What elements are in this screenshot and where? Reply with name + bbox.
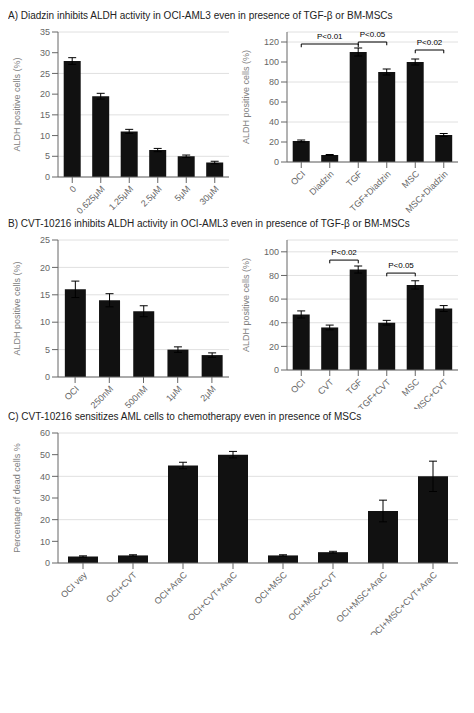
svg-text:0: 0 — [274, 157, 279, 167]
svg-text:40: 40 — [269, 117, 279, 127]
svg-text:20: 20 — [269, 137, 279, 147]
svg-text:2.5μM: 2.5μM — [139, 184, 164, 209]
svg-text:40: 40 — [40, 472, 50, 482]
svg-text:MSC+Diadzin: MSC+Diadzin — [404, 169, 450, 215]
svg-text:P<0.02: P<0.02 — [417, 38, 443, 47]
html-text:C) CVT-10216 sensitizes AML ce: C) CVT-10216 sensitizes AML cells to che… — [8, 411, 362, 422]
svg-text:30: 30 — [40, 493, 50, 503]
svg-text:0: 0 — [45, 558, 50, 568]
svg-text:OCI: OCI — [289, 377, 307, 395]
svg-text:30μM: 30μM — [198, 184, 221, 207]
svg-text:500nM: 500nM — [123, 384, 150, 409]
svg-text:MSC: MSC — [400, 169, 422, 191]
svg-text:TGF+CVT: TGF+CVT — [356, 377, 393, 409]
svg-text:OCI+AraC: OCI+AraC — [152, 570, 189, 607]
svg-text:TGF: TGF — [344, 169, 364, 189]
svg-text:Diadzin: Diadzin — [307, 169, 335, 197]
svg-text:10: 10 — [40, 131, 50, 141]
svg-text:OCI+MSC+CVT+AraC: OCI+MSC+CVT+AraC — [368, 570, 439, 635]
svg-text:120: 120 — [264, 37, 279, 47]
svg-text:40: 40 — [269, 318, 279, 328]
svg-text:25: 25 — [40, 235, 50, 245]
svg-text:0: 0 — [45, 172, 50, 182]
svg-text:80: 80 — [269, 77, 279, 87]
svg-text:OCI+CVT: OCI+CVT — [104, 570, 139, 605]
svg-text:25: 25 — [40, 69, 50, 79]
svg-text:ALDH positive cells (%): ALDH positive cells (%) — [12, 261, 22, 355]
svg-text:30: 30 — [40, 48, 50, 58]
svg-text:OCI: OCI — [289, 169, 307, 187]
svg-text:15: 15 — [40, 110, 50, 120]
svg-text:80: 80 — [269, 271, 279, 281]
svg-text:5: 5 — [45, 345, 50, 355]
svg-text:100: 100 — [264, 57, 279, 67]
svg-text:OCI+MSC+CVT: OCI+MSC+CVT — [286, 570, 339, 623]
svg-text:Percentage of dead cells %: Percentage of dead cells % — [12, 443, 22, 553]
svg-text:0: 0 — [274, 365, 279, 375]
svg-text:1μM: 1μM — [164, 384, 184, 404]
svg-text:20: 20 — [40, 89, 50, 99]
svg-text:20: 20 — [40, 515, 50, 525]
svg-text:ALDH positive cells (%): ALDH positive cells (%) — [12, 57, 22, 151]
svg-text:10: 10 — [40, 317, 50, 327]
html-text:A) Diadzin inhibits ALDH activ: A) Diadzin inhibits ALDH activity in OCI… — [8, 10, 393, 21]
svg-text:OCI+CVT+AraC: OCI+CVT+AraC — [186, 570, 239, 623]
svg-text:0: 0 — [45, 372, 50, 382]
svg-text:20: 20 — [269, 342, 279, 352]
svg-text:ALDH positive cells (%): ALDH positive cells (%) — [241, 50, 251, 144]
svg-text:1.25μM: 1.25μM — [107, 184, 135, 212]
svg-text:0.625μM: 0.625μM — [75, 184, 107, 216]
svg-text:TGF: TGF — [344, 377, 364, 397]
svg-text:MSC: MSC — [400, 377, 422, 399]
svg-text:OCI vey: OCI vey — [59, 570, 89, 600]
svg-text:5: 5 — [45, 151, 50, 161]
svg-text:MSC+CVT: MSC+CVT — [412, 377, 450, 409]
svg-text:P<0.02: P<0.02 — [331, 248, 357, 257]
svg-text:60: 60 — [269, 97, 279, 107]
svg-text:50: 50 — [40, 450, 50, 460]
svg-text:OCI+MSC: OCI+MSC — [253, 570, 290, 607]
svg-text:100: 100 — [264, 247, 279, 257]
svg-text:OCI: OCI — [63, 384, 81, 402]
svg-text:35: 35 — [40, 27, 50, 37]
svg-text:60: 60 — [40, 428, 50, 438]
svg-text:ALDH positive cells (%): ALDH positive cells (%) — [241, 258, 251, 352]
svg-text:20: 20 — [40, 263, 50, 273]
svg-text:P<0.05: P<0.05 — [388, 261, 414, 270]
svg-text:CVT: CVT — [316, 377, 336, 397]
svg-text:15: 15 — [40, 290, 50, 300]
svg-text:10: 10 — [40, 537, 50, 547]
svg-text:TGF+Diadzin: TGF+Diadzin — [348, 169, 393, 214]
svg-text:5μM: 5μM — [173, 184, 193, 204]
svg-text:250nM: 250nM — [89, 384, 116, 409]
svg-text:2μM: 2μM — [198, 384, 218, 404]
svg-text:0: 0 — [68, 184, 79, 195]
svg-text:60: 60 — [269, 294, 279, 304]
html-text:B) CVT-10216 inhibits ALDH act: B) CVT-10216 inhibits ALDH activity in O… — [8, 218, 410, 229]
svg-text:P<0.01: P<0.01 — [317, 32, 343, 41]
svg-text:OCI+MSC+AraC: OCI+MSC+AraC — [334, 570, 389, 625]
svg-text:P<0.05: P<0.05 — [360, 30, 386, 39]
